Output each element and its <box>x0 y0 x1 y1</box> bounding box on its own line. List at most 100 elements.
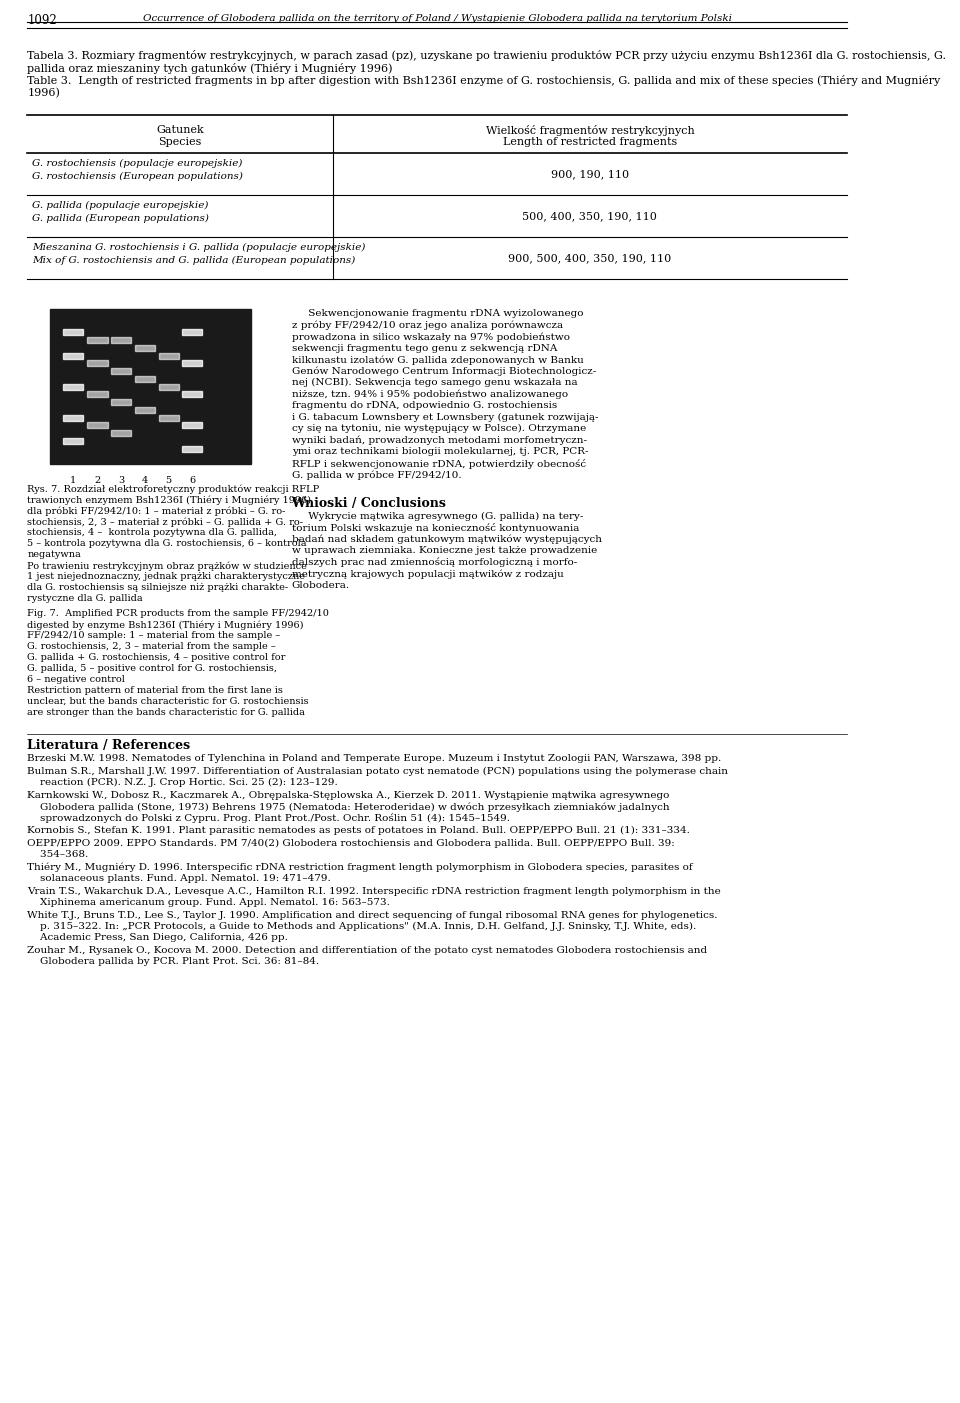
Text: sekwencji fragmentu tego genu z sekwencją rDNA: sekwencji fragmentu tego genu z sekwencj… <box>292 344 557 352</box>
Text: sprowadzonych do Polski z Cypru. Prog. Plant Prot./Post. Ochr. Roślin 51 (4): 15: sprowadzonych do Polski z Cypru. Prog. P… <box>27 814 511 824</box>
Text: Thiéry M., Mugniéry D. 1996. Interspecific rDNA restriction fragment length poly: Thiéry M., Mugniéry D. 1996. Interspecif… <box>27 863 693 873</box>
Text: 900, 500, 400, 350, 190, 110: 900, 500, 400, 350, 190, 110 <box>508 253 672 262</box>
Bar <box>158 414 179 421</box>
Bar <box>158 352 179 359</box>
Text: G. rostochiensis, 2, 3 – material from the sample –: G. rostochiensis, 2, 3 – material from t… <box>27 643 276 651</box>
Text: RFLP i sekwencjonowanie rDNA, potwierdziły obecność: RFLP i sekwencjonowanie rDNA, potwierdzi… <box>292 459 586 469</box>
Bar <box>87 337 108 342</box>
Bar <box>87 391 108 397</box>
Text: Globodera.: Globodera. <box>292 581 349 589</box>
Text: kilkunastu izolatów G. pallida zdeponowanych w Banku: kilkunastu izolatów G. pallida zdeponowa… <box>292 355 584 365</box>
Text: 354–368.: 354–368. <box>27 850 88 859</box>
Bar <box>62 383 83 390</box>
Text: dla G. rostochiensis są silniejsze niż prążki charakte-: dla G. rostochiensis są silniejsze niż p… <box>27 584 288 592</box>
Bar <box>182 422 203 428</box>
Bar <box>62 438 83 443</box>
Bar <box>182 361 203 366</box>
Text: 3: 3 <box>118 476 124 485</box>
Bar <box>158 383 179 390</box>
Bar <box>50 309 251 464</box>
Text: Globodera pallida (Stone, 1973) Behrens 1975 (Nematoda: Heteroderidae) w dwóch p: Globodera pallida (Stone, 1973) Behrens … <box>27 803 670 811</box>
Text: Vrain T.S., Wakarchuk D.A., Levesque A.C., Hamilton R.I. 1992. Interspecific rDN: Vrain T.S., Wakarchuk D.A., Levesque A.C… <box>27 887 721 895</box>
Text: digested by enzyme Bsh1236I (Thiéry i Mugniéry 1996): digested by enzyme Bsh1236I (Thiéry i Mu… <box>27 620 303 630</box>
Text: wyniki badań, prowadzonych metodami morfometryczn-: wyniki badań, prowadzonych metodami morf… <box>292 435 587 445</box>
Bar <box>182 330 203 335</box>
Text: Occurrence of Globodera pallida on the territory of Poland / Wystąpienie Globode: Occurrence of Globodera pallida on the t… <box>143 14 732 22</box>
Text: stochiensis, 2, 3 – materiał z próbki – G. pallida + G. ro-: stochiensis, 2, 3 – materiał z próbki – … <box>27 516 303 526</box>
Text: G. pallida w próbce FF/2942/10.: G. pallida w próbce FF/2942/10. <box>292 470 461 480</box>
Text: Mieszanina G. rostochiensis i G. pallida (populacje europejskie): Mieszanina G. rostochiensis i G. pallida… <box>32 243 365 253</box>
Text: 5: 5 <box>165 476 172 485</box>
Text: stochiensis, 4 –  kontrola pozytywna dla G. pallida,: stochiensis, 4 – kontrola pozytywna dla … <box>27 528 277 537</box>
Text: prowadzona in silico wskazały na 97% podobieństwo: prowadzona in silico wskazały na 97% pod… <box>292 333 569 341</box>
Text: Globodera pallida by PCR. Plant Prot. Sci. 36: 81–84.: Globodera pallida by PCR. Plant Prot. Sc… <box>27 957 320 967</box>
Text: 6: 6 <box>189 476 195 485</box>
Text: Brzeski M.W. 1998. Nematodes of Tylenchina in Poland and Temperate Europe. Muzeu: Brzeski M.W. 1998. Nematodes of Tylenchi… <box>27 753 722 763</box>
Text: G. rostochiensis (populacje europejskie): G. rostochiensis (populacje europejskie) <box>32 159 242 168</box>
Bar <box>134 345 155 351</box>
Text: nej (NCBI). Sekwencja tego samego genu wskazała na: nej (NCBI). Sekwencja tego samego genu w… <box>292 377 577 387</box>
Text: Literatura / References: Literatura / References <box>27 739 190 752</box>
Text: are stronger than the bands characteristic for G. pallida: are stronger than the bands characterist… <box>27 709 305 717</box>
Text: trawionych enzymem Bsh1236I (Thiéry i Mugniéry 1996): trawionych enzymem Bsh1236I (Thiéry i Mu… <box>27 495 311 505</box>
Text: Kornobis S., Stefan K. 1991. Plant parasitic nematodes as pests of potatoes in P: Kornobis S., Stefan K. 1991. Plant paras… <box>27 826 690 835</box>
Text: FF/2942/10 sample: 1 – material from the sample –: FF/2942/10 sample: 1 – material from the… <box>27 631 280 640</box>
Text: Wnioski / Conclusions: Wnioski / Conclusions <box>292 497 446 509</box>
Text: i G. tabacum Lownsbery et Lownsbery (gatunek rozwijają-: i G. tabacum Lownsbery et Lownsbery (gat… <box>292 412 598 422</box>
Text: metryczną krajowych populacji mątwików z rodzaju: metryczną krajowych populacji mątwików z… <box>292 570 564 578</box>
Bar <box>111 368 132 375</box>
Bar <box>87 422 108 428</box>
Bar <box>111 337 132 342</box>
Bar <box>111 429 132 436</box>
Text: Tabela 3. Rozmiary fragmentów restrykcyjnych, w parach zasad (pz), uzyskane po t: Tabela 3. Rozmiary fragmentów restrykcyj… <box>27 51 947 74</box>
Text: OEPP/EPPO 2009. EPPO Standards. PM 7/40(2) Globodera rostochiensis and Globodera: OEPP/EPPO 2009. EPPO Standards. PM 7/40(… <box>27 839 675 847</box>
Text: dalszych prac nad zmiennością morfologiczną i morfo-: dalszych prac nad zmiennością morfologic… <box>292 557 577 567</box>
Text: G. pallida, 5 – positive control for G. rostochiensis,: G. pallida, 5 – positive control for G. … <box>27 664 277 673</box>
Text: rystyczne dla G. pallida: rystyczne dla G. pallida <box>27 593 143 603</box>
Text: Xiphinema americanum group. Fund. Appl. Nematol. 16: 563–573.: Xiphinema americanum group. Fund. Appl. … <box>27 898 390 906</box>
Text: White T.J., Bruns T.D., Lee S., Taylor J. 1990. Amplification and direct sequenc: White T.J., Bruns T.D., Lee S., Taylor J… <box>27 911 718 919</box>
Text: cy się na tytoniu, nie występujący w Polsce). Otrzymane: cy się na tytoniu, nie występujący w Pol… <box>292 424 586 434</box>
Text: badań nad składem gatunkowym mątwików występujących: badań nad składem gatunkowym mątwików wy… <box>292 535 602 544</box>
Text: 500, 400, 350, 190, 110: 500, 400, 350, 190, 110 <box>522 210 658 222</box>
Text: w uprawach ziemniaka. Konieczne jest także prowadzenie: w uprawach ziemniaka. Konieczne jest tak… <box>292 546 597 556</box>
Bar <box>62 330 83 335</box>
Text: reaction (PCR). N.Z. J. Crop Hortic. Sci. 25 (2): 123–129.: reaction (PCR). N.Z. J. Crop Hortic. Sci… <box>27 779 338 787</box>
Text: Table 3.  Length of restricted fragments in bp after digestion with Bsh1236I enz: Table 3. Length of restricted fragments … <box>27 74 941 98</box>
Bar <box>182 446 203 452</box>
Text: Karnkowski W., Dobosz R., Kaczmarek A., Obrępalska-Stęplowska A., Kierzek D. 201: Karnkowski W., Dobosz R., Kaczmarek A., … <box>27 790 670 800</box>
Text: G. pallida (European populations): G. pallida (European populations) <box>32 215 208 223</box>
Bar <box>134 407 155 412</box>
Text: G. pallida (populacje europejskie): G. pallida (populacje europejskie) <box>32 201 208 210</box>
Text: Fig. 7.  Amplified PCR products from the sample FF/2942/10: Fig. 7. Amplified PCR products from the … <box>27 609 329 617</box>
Text: Academic Press, San Diego, California, 426 pp.: Academic Press, San Diego, California, 4… <box>27 933 288 943</box>
Text: Restriction pattern of material from the first lane is: Restriction pattern of material from the… <box>27 686 283 694</box>
Text: Bulman S.R., Marshall J.W. 1997. Differentiation of Australasian potato cyst nem: Bulman S.R., Marshall J.W. 1997. Differe… <box>27 766 729 776</box>
Bar <box>62 352 83 359</box>
Text: Wykrycie mątwika agresywnego (G. pallida) na tery-: Wykrycie mątwika agresywnego (G. pallida… <box>292 512 583 521</box>
Text: ymi oraz technikami biologii molekularnej, tj. PCR, PCR-: ymi oraz technikami biologii molekularne… <box>292 448 588 456</box>
Text: 4: 4 <box>142 476 148 485</box>
Text: Po trawieniu restrykcyjnym obraz prążków w studzience: Po trawieniu restrykcyjnym obraz prążków… <box>27 561 307 571</box>
Bar <box>111 398 132 405</box>
Text: 1: 1 <box>70 476 76 485</box>
Text: Rys. 7. Rozdział elektroforetyczny produktów reakcji RFLP: Rys. 7. Rozdział elektroforetyczny produ… <box>27 484 320 494</box>
Text: 5 – kontrola pozytywna dla G. rostochiensis, 6 – kontrola: 5 – kontrola pozytywna dla G. rostochien… <box>27 539 307 549</box>
Text: torium Polski wskazuje na konieczność kontynuowania: torium Polski wskazuje na konieczność ko… <box>292 523 579 533</box>
Bar <box>87 361 108 366</box>
Text: Zouhar M., Rysanek O., Kocova M. 2000. Detection and differentiation of the pota: Zouhar M., Rysanek O., Kocova M. 2000. D… <box>27 946 708 955</box>
Bar <box>62 414 83 421</box>
Text: solanaceous plants. Fund. Appl. Nematol. 19: 471–479.: solanaceous plants. Fund. Appl. Nematol.… <box>27 874 331 882</box>
Text: G. pallida + G. rostochiensis, 4 – positive control for: G. pallida + G. rostochiensis, 4 – posit… <box>27 652 286 662</box>
Text: Sekwencjonowanie fragmentu rDNA wyizolowanego: Sekwencjonowanie fragmentu rDNA wyizolow… <box>292 309 583 318</box>
Text: 1 jest niejednoznaczny, jednak prążki charakterystyczne: 1 jest niejednoznaczny, jednak prążki ch… <box>27 572 305 581</box>
Text: 2: 2 <box>94 476 101 485</box>
Text: negatywna: negatywna <box>27 550 81 558</box>
Text: unclear, but the bands characteristic for G. rostochiensis: unclear, but the bands characteristic fo… <box>27 697 309 706</box>
Text: p. 315–322. In: „PCR Protocols, a Guide to Methods and Applications" (M.A. Innis: p. 315–322. In: „PCR Protocols, a Guide … <box>27 922 697 932</box>
Text: 6 – negative control: 6 – negative control <box>27 675 125 685</box>
Text: dla próbki FF/2942/10: 1 – materiał z próbki – G. ro-: dla próbki FF/2942/10: 1 – materiał z pr… <box>27 506 286 515</box>
Text: Mix of G. rostochiensis and G. pallida (European populations): Mix of G. rostochiensis and G. pallida (… <box>32 255 355 265</box>
Bar <box>182 391 203 397</box>
Text: Gatunek: Gatunek <box>156 125 204 135</box>
